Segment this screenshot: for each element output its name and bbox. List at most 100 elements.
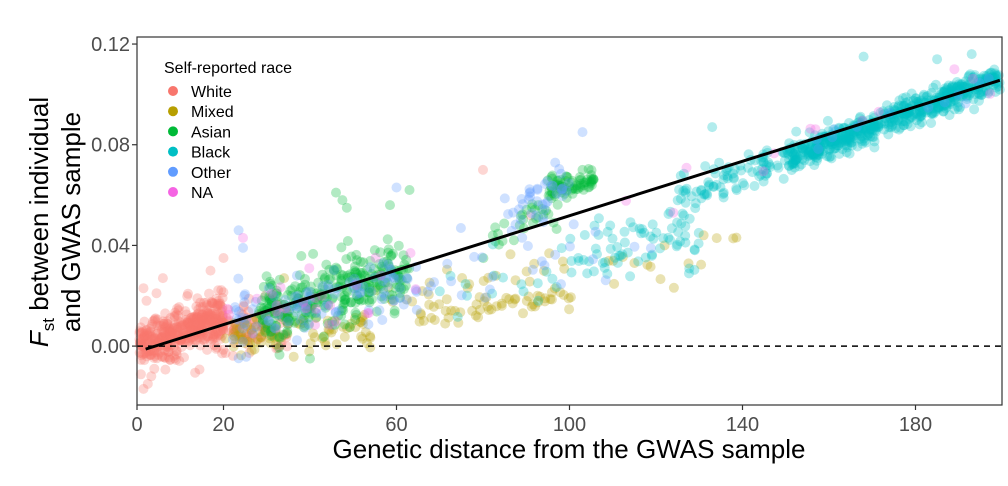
data-point-white — [165, 313, 176, 323]
data-point-asian — [586, 180, 597, 190]
data-point-white — [242, 335, 252, 346]
data-point-black — [955, 81, 966, 92]
data-point-asian — [521, 204, 532, 215]
data-point-asian — [303, 319, 314, 330]
data-point-black — [993, 81, 1004, 92]
data-point-white — [190, 335, 201, 346]
data-point-black — [841, 134, 852, 145]
data-point-black — [814, 146, 825, 157]
data-point-mixed — [539, 265, 549, 276]
data-point-asian — [366, 294, 377, 305]
data-point-black — [783, 149, 794, 160]
data-point-mixed — [331, 339, 342, 350]
data-point-black — [888, 113, 899, 124]
data-point-black — [605, 220, 616, 231]
data-point-white — [194, 320, 205, 331]
data-point-black — [974, 89, 985, 100]
data-point-asian — [363, 287, 374, 298]
data-point-black — [703, 181, 714, 192]
data-point-asian — [327, 294, 337, 305]
legend-key-asian — [168, 126, 178, 137]
data-point-black — [752, 165, 763, 176]
data-point-black — [824, 144, 835, 155]
data-point-other — [531, 210, 542, 221]
data-point-white — [205, 336, 216, 347]
data-point-mixed — [467, 305, 478, 316]
data-point-black — [790, 151, 801, 162]
data-point-white — [215, 310, 226, 321]
data-point-asian — [543, 190, 554, 201]
data-point-mixed — [309, 332, 320, 343]
data-point-asian — [267, 280, 278, 291]
data-point-black — [758, 157, 769, 168]
data-point-black — [707, 122, 718, 133]
data-point-asian — [387, 294, 398, 305]
data-point-white — [151, 353, 162, 364]
data-point-white — [140, 325, 151, 336]
data-point-black — [805, 142, 816, 153]
data-point-black — [645, 231, 656, 242]
data-point-asian — [256, 295, 267, 306]
data-point-white — [208, 316, 218, 327]
data-point-white — [183, 335, 194, 346]
data-point-white — [210, 313, 221, 324]
data-point-mixed — [668, 282, 679, 293]
data-point-black — [814, 144, 825, 155]
data-point-other — [317, 281, 328, 292]
data-point-black — [938, 86, 949, 97]
data-point-black — [625, 271, 636, 282]
data-point-white — [182, 291, 193, 302]
data-point-asian — [271, 288, 282, 299]
data-point-mixed — [442, 264, 452, 275]
data-point-black — [714, 157, 725, 168]
data-point-asian — [304, 303, 315, 314]
data-point-other — [551, 188, 562, 199]
data-point-other — [588, 254, 598, 265]
data-point-other — [402, 273, 413, 284]
data-point-black — [991, 82, 1002, 93]
data-point-white — [282, 318, 293, 329]
data-point-white — [246, 332, 257, 343]
data-point-black — [636, 228, 647, 239]
data-point-white — [170, 354, 181, 365]
data-point-black — [844, 137, 855, 148]
data-point-black — [918, 106, 929, 117]
data-point-black — [940, 99, 951, 110]
data-point-white — [149, 363, 160, 374]
data-point-asian — [578, 184, 589, 195]
data-point-asian — [530, 204, 540, 215]
data-point-black — [760, 164, 771, 175]
data-point-white — [260, 290, 271, 301]
data-point-asian — [296, 282, 307, 293]
data-point-white — [230, 325, 241, 336]
data-point-mixed — [429, 315, 440, 325]
data-point-other — [323, 279, 334, 290]
data-point-white — [266, 329, 277, 340]
data-point-asian — [553, 175, 563, 186]
data-point-white — [199, 315, 210, 326]
data-point-black — [884, 117, 895, 128]
data-point-white — [275, 318, 286, 329]
data-point-other — [227, 334, 238, 345]
data-point-black — [969, 70, 980, 81]
data-point-black — [787, 147, 798, 158]
data-point-white — [217, 325, 228, 336]
data-point-other — [564, 241, 575, 252]
data-point-other — [600, 275, 611, 286]
data-point-white — [228, 324, 239, 335]
data-point-asian — [547, 173, 558, 184]
data-point-white — [196, 331, 207, 342]
data-point-mixed — [228, 327, 239, 338]
data-point-asian — [338, 305, 349, 316]
data-point-na — [325, 300, 336, 311]
data-point-black — [836, 135, 847, 146]
data-point-mixed — [557, 256, 568, 267]
data-point-mixed — [483, 272, 494, 283]
data-point-asian — [570, 184, 581, 195]
data-point-mixed — [530, 301, 540, 312]
data-point-white — [236, 308, 247, 319]
data-point-black — [674, 184, 685, 195]
data-point-other — [550, 157, 561, 168]
data-point-asian — [369, 245, 380, 256]
data-point-mixed — [241, 329, 252, 340]
